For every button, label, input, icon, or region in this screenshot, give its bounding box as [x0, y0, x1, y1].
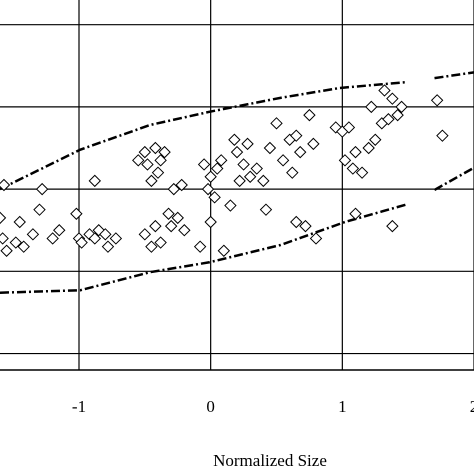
point: [204, 215, 217, 229]
point: [362, 141, 375, 155]
point: [299, 219, 312, 233]
point: [0, 244, 13, 257]
point: [154, 236, 167, 249]
point: [132, 154, 145, 167]
point: [241, 137, 254, 151]
point: [270, 117, 283, 130]
point: [0, 211, 7, 225]
point: [35, 182, 49, 196]
point: [26, 228, 40, 241]
point: [349, 207, 362, 220]
point: [303, 108, 316, 122]
point: [9, 236, 23, 249]
point: [224, 199, 237, 212]
bound-line: [0, 166, 474, 294]
point: [233, 174, 246, 188]
point: [217, 244, 231, 257]
point: [141, 158, 154, 171]
point: [167, 182, 181, 196]
point: [154, 154, 167, 167]
x-tick-label: 1: [338, 397, 347, 416]
point: [0, 178, 11, 192]
point: [197, 158, 211, 171]
point: [386, 219, 399, 233]
point: [178, 224, 191, 237]
point: [101, 240, 115, 253]
point: [53, 224, 66, 237]
point: [286, 166, 299, 179]
point: [88, 174, 102, 188]
point: [109, 232, 123, 245]
point: [250, 162, 263, 175]
point: [349, 145, 362, 159]
point: [171, 211, 184, 225]
point: [355, 166, 369, 179]
point: [395, 100, 408, 114]
x-axis-label: Normalized Size: [213, 451, 327, 470]
point: [208, 191, 221, 204]
point: [263, 141, 277, 155]
point: [211, 162, 224, 175]
point: [17, 240, 30, 253]
point: [346, 162, 360, 175]
point: [243, 170, 257, 183]
point: [309, 232, 323, 245]
point: [13, 215, 26, 229]
point: [257, 174, 270, 188]
point: [46, 232, 59, 245]
point: [145, 174, 158, 188]
point: [164, 219, 178, 233]
point: [391, 108, 404, 122]
point: [276, 154, 290, 167]
x-tick-label: -1: [72, 397, 86, 416]
point: [307, 137, 320, 151]
point: [138, 228, 152, 241]
point: [382, 113, 395, 126]
point: [365, 100, 378, 114]
x-tick-label: 0: [206, 397, 215, 416]
point: [230, 145, 244, 159]
point: [201, 182, 215, 196]
point: [138, 145, 152, 159]
point: [290, 129, 303, 142]
point: [158, 145, 171, 159]
point: [149, 141, 162, 155]
bound-line: [0, 71, 474, 191]
point: [0, 232, 9, 245]
point: [378, 84, 391, 97]
point: [214, 154, 228, 167]
point: [75, 236, 88, 249]
point: [338, 154, 352, 167]
point: [175, 178, 188, 192]
point: [149, 219, 162, 233]
point: [386, 92, 399, 105]
point: [436, 129, 449, 142]
point: [193, 240, 207, 253]
point: [259, 203, 273, 216]
x-tick-label: 2: [470, 397, 474, 416]
point: [145, 240, 158, 253]
point: [33, 203, 46, 216]
point: [430, 94, 444, 107]
point: [237, 158, 250, 171]
point: [162, 207, 175, 220]
point: [204, 170, 217, 183]
point: [151, 166, 165, 179]
point: [369, 133, 382, 146]
point: [99, 228, 112, 241]
point: [342, 121, 356, 134]
point: [290, 215, 303, 229]
point: [228, 133, 241, 146]
point: [293, 145, 307, 159]
point: [88, 232, 102, 245]
point: [70, 207, 83, 220]
